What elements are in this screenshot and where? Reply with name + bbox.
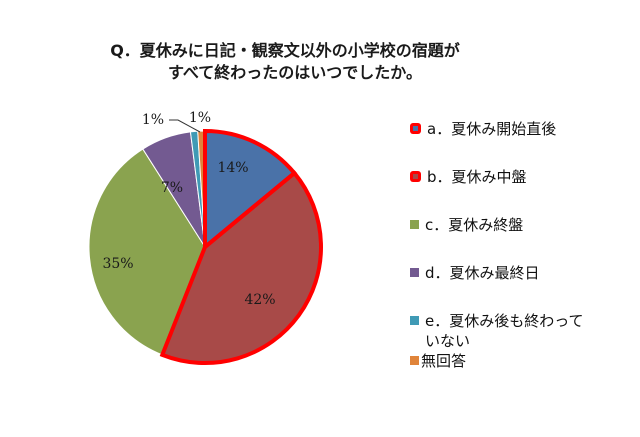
- legend-label-e-continuation: いない: [425, 332, 471, 350]
- legend-label-e: e．夏休み後も終わって: [425, 312, 584, 330]
- pie-slice: [88, 148, 206, 356]
- slice-label: 14%: [217, 160, 248, 176]
- legend-label-d: d．夏休み最終日: [425, 264, 540, 282]
- legend-swatch-b: [410, 171, 421, 182]
- leader-line: [169, 119, 201, 133]
- chart-title-line1: Q．夏休みに日記・観察文以外の小学校の宿題が: [110, 41, 460, 60]
- chart-title: Q．夏休みに日記・観察文以外の小学校の宿題が すべて終わったのはいつでしたか。: [90, 40, 490, 84]
- slice-label: 35%: [102, 256, 133, 272]
- legend-item-e: e．夏休み後も終わって: [410, 310, 583, 331]
- legend-swatch-e: [410, 316, 419, 325]
- legend-item-c: c．夏休み終盤: [410, 214, 523, 235]
- legend-swatch-a: [410, 123, 421, 134]
- legend-label-b: b．夏休み中盤: [427, 168, 527, 186]
- legend-item-d: d．夏休み最終日: [410, 262, 540, 283]
- legend-item-no-answer: 無回答: [410, 350, 466, 371]
- legend-swatch-no-answer: [410, 356, 419, 365]
- slice-label: 1%: [189, 110, 211, 126]
- legend-item-a: a．夏休み開始直後: [410, 118, 556, 139]
- legend-item-b: b．夏休み中盤: [410, 166, 527, 187]
- chart-title-line2: すべて終わったのはいつでしたか。: [168, 63, 422, 82]
- highlight-outline-slice: [159, 170, 323, 365]
- pie-slices: [88, 130, 322, 364]
- slice-label: 7%: [161, 180, 183, 196]
- highlight-outline-slice: [203, 128, 298, 252]
- slice-label: 1%: [142, 112, 164, 128]
- pie-labels: 14% 42% 35% 7% 1% 1%: [102, 110, 275, 308]
- legend-label-c: c．夏休み終盤: [425, 216, 524, 234]
- legend-label-a: a．夏休み開始直後: [427, 120, 557, 138]
- legend-swatch-c: [410, 220, 419, 229]
- slice-label: 42%: [244, 292, 275, 308]
- legend-label-no-answer: 無回答: [421, 352, 467, 370]
- highlight-outline: [159, 128, 323, 365]
- legend-swatch-d: [410, 268, 419, 277]
